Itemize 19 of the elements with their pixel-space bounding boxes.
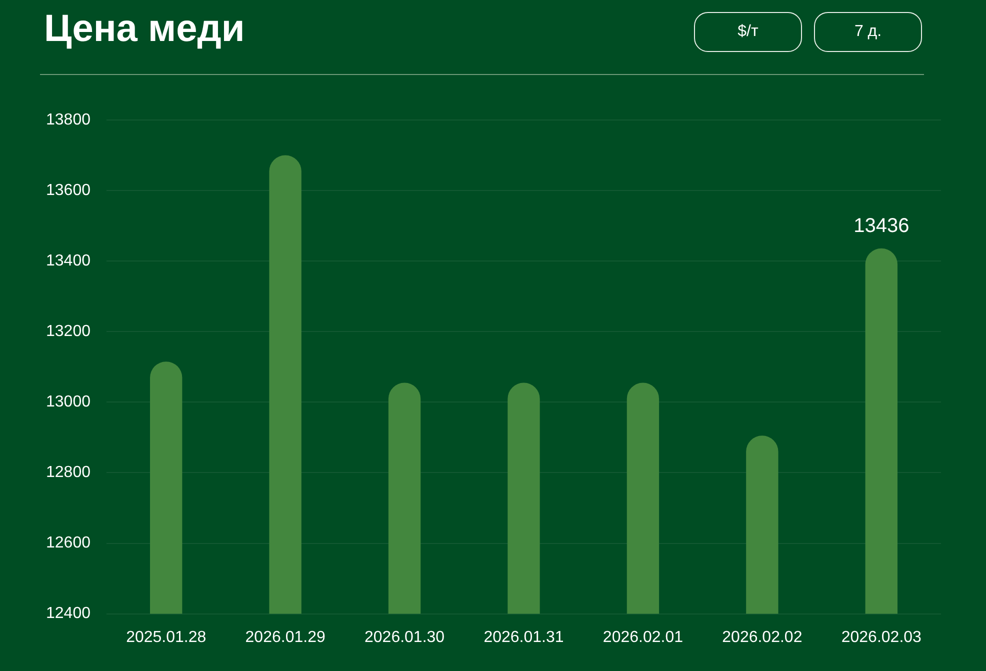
x-tick-label: 2026.01.31: [484, 628, 564, 646]
y-tick-label: 12400: [46, 605, 91, 622]
x-tick-label: 2026.02.01: [602, 628, 684, 646]
text: $/т: [694, 12, 802, 52]
chart-title: Цена меди: [44, 8, 245, 51]
x-tick-label: 2025.01.28: [126, 628, 206, 646]
x-tick-label: 2026.02.03: [841, 628, 922, 646]
y-tick-label: 12800: [46, 464, 91, 482]
y-tick-label: 13200: [46, 323, 91, 340]
x-tick-label: 2026.01.29: [245, 628, 326, 646]
x-tick-label: 2026.02.02: [722, 628, 802, 646]
x-tick-label: 2026.01.30: [364, 628, 445, 646]
y-tick-label: 13400: [46, 252, 91, 270]
y-tick-label: 12600: [46, 534, 91, 552]
y-tick-label: 13600: [46, 182, 91, 199]
y-tick-label: 13800: [46, 111, 91, 128]
y-tick-label: 13000: [46, 394, 91, 411]
text: 7 д.: [814, 12, 922, 52]
data-label: 13436: [854, 214, 910, 237]
